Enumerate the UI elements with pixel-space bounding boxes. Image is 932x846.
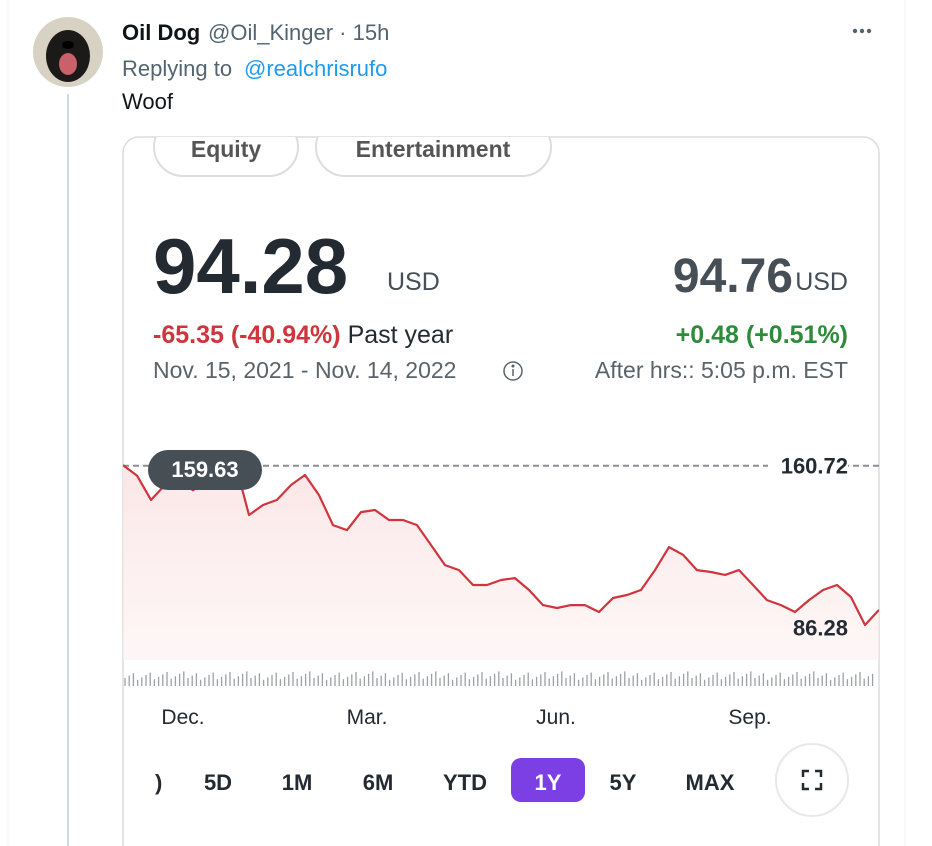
tag-pill <box>315 137 552 177</box>
change-line: -65.35 (-40.94%) Past year <box>153 321 453 349</box>
area <box>123 462 879 660</box>
tweet-text: Woof <box>122 89 174 114</box>
tag: Entertainment <box>356 136 511 162</box>
author-name[interactable]: Oil Dog <box>122 20 200 45</box>
range-button[interactable]: 5D <box>204 770 232 795</box>
after-hours: After hrs:: 5:05 p.m. EST <box>595 357 848 383</box>
tag-pill <box>153 137 299 177</box>
info-icon[interactable] <box>503 361 523 381</box>
fullscreen-button[interactable] <box>775 743 849 817</box>
after-change: +0.48 (+0.51%) <box>676 321 848 349</box>
range-button[interactable]: 6M <box>363 770 394 795</box>
x-tick-label: Sep. <box>728 706 771 729</box>
x-tick-label: Dec. <box>161 706 204 729</box>
tag: Equity <box>191 136 261 162</box>
currency: USD <box>387 268 440 296</box>
price-line <box>123 460 879 627</box>
scroll-hint: ) <box>155 770 162 795</box>
date-range: Nov. 15, 2021 - Nov. 14, 2022 <box>153 357 456 383</box>
low-label: 86.28 <box>793 616 848 641</box>
reference-label: 160.72 <box>781 454 848 479</box>
change-period: Past year <box>348 321 454 349</box>
after-currency: USD <box>795 268 848 296</box>
range-button[interactable]: 1M <box>282 770 313 795</box>
avatar[interactable] <box>33 17 103 87</box>
reply-to[interactable]: @realchrisrufo <box>244 56 387 81</box>
range-button[interactable]: MAX <box>686 770 735 795</box>
x-tick-label: Jun. <box>536 706 576 729</box>
range-selected-bg <box>511 758 585 802</box>
reference-label-bg <box>768 452 848 477</box>
start-label-bg <box>148 450 262 491</box>
change: -65.35 (-40.94%) <box>153 321 341 349</box>
x-tick-label: Mar. <box>347 706 388 729</box>
range-button[interactable]: 1Y <box>535 770 562 795</box>
card-content: Equity Entertainment 94.28 USD 94.76 USD… <box>123 136 879 817</box>
range-button[interactable]: YTD <box>443 770 487 795</box>
after-price: 94.76 <box>673 250 793 303</box>
start-label: 159.63 <box>171 457 238 482</box>
author-meta: @Oil_Kinger · 15h <box>208 20 389 45</box>
range-selector: 5D 1M 6M YTD 1Y 5Y MAX <box>204 758 735 802</box>
price-chart: 160.72 159.63 86.28 Dec. Mar. Jun. Sep. <box>123 450 879 729</box>
replying-label: Replying to <box>122 56 232 81</box>
more-button[interactable] <box>852 28 872 34</box>
price: 94.28 <box>153 222 348 310</box>
range-button[interactable]: 5Y <box>610 770 637 795</box>
